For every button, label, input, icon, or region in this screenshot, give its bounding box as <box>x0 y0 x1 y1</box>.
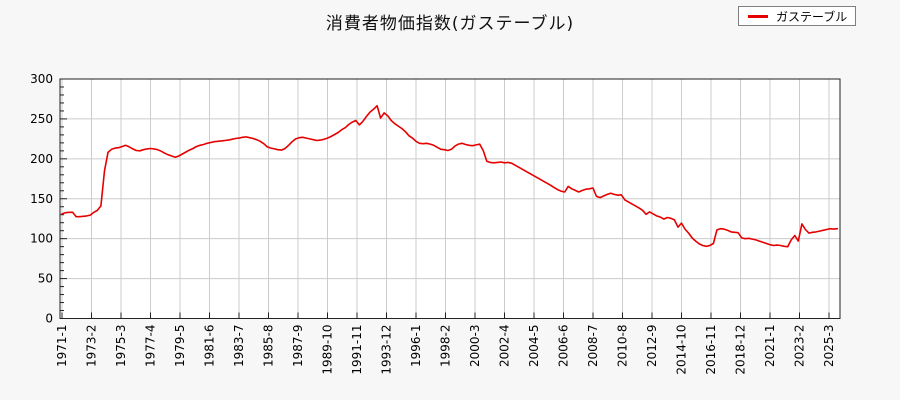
x-axis-label: 1993-12 <box>380 325 394 375</box>
x-axis-label: 1991-11 <box>350 325 364 375</box>
x-axis-label: 1977-4 <box>144 325 158 368</box>
legend-line-swatch <box>748 14 768 18</box>
x-axis-label: 2018-12 <box>734 325 748 375</box>
x-axis-label: 2012-9 <box>645 325 659 368</box>
x-axis-label: 1985-8 <box>262 325 276 368</box>
legend-series-label: ガステーブル <box>776 9 848 24</box>
y-axis-label: 50 <box>38 272 53 286</box>
x-axis-label: 1983-7 <box>232 325 246 368</box>
x-axis-label: 1971-1 <box>55 325 69 368</box>
x-axis-label: 2021-1 <box>763 325 777 368</box>
x-axis-label: 2006-6 <box>557 325 571 368</box>
y-axis-label: 300 <box>30 72 53 86</box>
x-axis-label: 2025-3 <box>822 325 836 368</box>
x-axis-label: 1998-2 <box>439 325 453 368</box>
x-axis-label: 2010-8 <box>616 325 630 368</box>
y-axis-label: 150 <box>30 192 53 206</box>
x-axis-label: 2023-2 <box>793 325 807 368</box>
x-axis-label: 2014-10 <box>675 325 689 375</box>
data-line-series <box>61 104 839 248</box>
x-axis-label: 1989-10 <box>321 325 335 375</box>
x-axis-label: 2002-4 <box>498 325 512 368</box>
x-axis-label: 1981-6 <box>203 325 217 368</box>
chart-title: 消費者物価指数(ガステーブル) <box>325 14 575 34</box>
x-axis-label: 1996-1 <box>409 325 423 368</box>
x-axis-label: 1975-3 <box>114 325 128 368</box>
x-axis-label: 1973-2 <box>85 325 99 368</box>
y-axis-label: 0 <box>45 312 53 326</box>
legend: ガステーブル <box>738 6 856 26</box>
x-axis-label: 2008-7 <box>586 325 600 368</box>
y-axis-label: 100 <box>30 232 53 246</box>
x-axis-label: 2004-5 <box>527 325 541 368</box>
x-axis-label: 2000-3 <box>468 325 482 368</box>
x-axis-label: 2016-11 <box>704 325 718 375</box>
x-axis-label: 1987-9 <box>291 325 305 368</box>
x-axis-label: 1979-5 <box>173 325 187 368</box>
y-axis-label: 250 <box>30 112 53 126</box>
y-axis-label: 200 <box>30 152 53 166</box>
